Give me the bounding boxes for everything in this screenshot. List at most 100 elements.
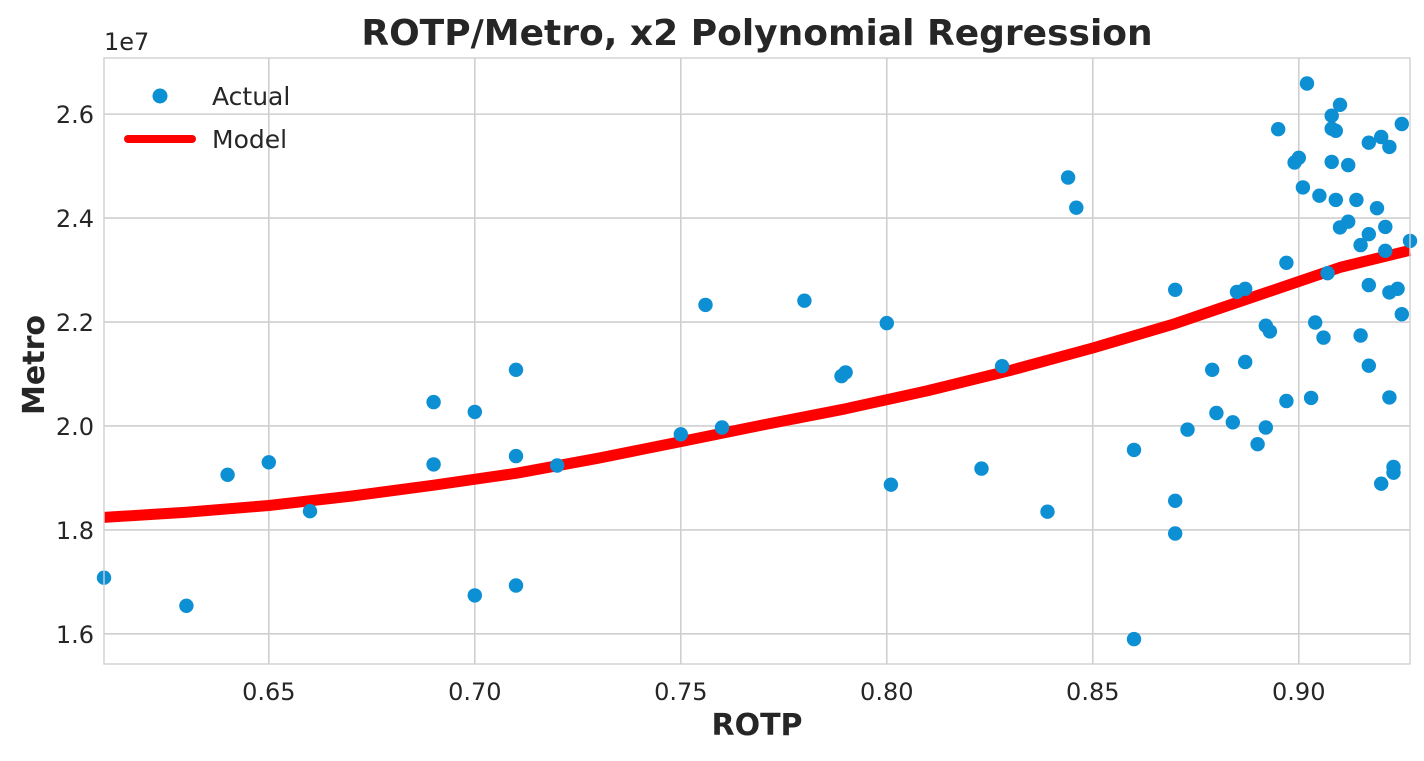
actual-point	[261, 455, 276, 470]
actual-point	[1394, 116, 1410, 132]
actual-point	[1312, 188, 1327, 203]
actual-point	[467, 404, 482, 420]
actual-point	[1279, 255, 1294, 270]
actual-point	[1386, 465, 1401, 480]
x-tick-label: 0.90	[1272, 678, 1325, 706]
actual-point	[1390, 281, 1405, 296]
chart-title: ROTP/Metro, x2 Polynomial Regression	[361, 13, 1152, 54]
actual-point	[714, 420, 730, 435]
actual-point	[1324, 108, 1339, 123]
actual-point	[467, 588, 482, 603]
legend: Actual Model	[124, 82, 290, 154]
actual-point	[508, 448, 524, 464]
actual-point	[698, 297, 713, 313]
y-axis-offset-label: 1e7	[104, 28, 149, 56]
x-tick-label: 0.85	[1066, 678, 1119, 706]
actual-point	[1374, 129, 1389, 145]
actual-point	[1168, 282, 1183, 297]
actual-point	[1250, 437, 1265, 452]
actual-point	[1328, 192, 1344, 208]
actual-point	[302, 504, 318, 519]
actual-point	[879, 315, 894, 331]
x-tick-label: 0.75	[654, 678, 707, 706]
actual-point	[1271, 122, 1286, 137]
actual-point	[1060, 170, 1076, 185]
actual-point	[1209, 405, 1224, 421]
x-tick-label: 0.80	[860, 678, 913, 706]
y-tick-label: 1.8	[56, 517, 94, 545]
actual-point	[1320, 266, 1335, 281]
legend-label-model: Model	[212, 125, 287, 154]
actual-point	[1308, 315, 1323, 330]
actual-point	[1040, 504, 1055, 519]
actual-point	[1262, 324, 1278, 339]
actual-point	[1225, 415, 1241, 430]
actual-point	[1299, 76, 1315, 91]
actual-point	[508, 578, 524, 593]
legend-marker-actual	[152, 88, 168, 104]
actual-point	[1353, 237, 1368, 253]
actual-point	[673, 427, 688, 442]
actual-point	[1168, 493, 1183, 508]
actual-point	[1291, 150, 1307, 165]
actual-point	[1378, 243, 1393, 258]
actual-point	[1382, 390, 1397, 405]
actual-point	[1374, 476, 1389, 491]
actual-point	[1180, 422, 1195, 437]
y-tick-label: 2.6	[56, 101, 94, 129]
x-tick-label: 0.70	[448, 678, 501, 706]
actual-point	[1069, 200, 1084, 215]
actual-point	[1378, 219, 1393, 235]
actual-point	[1126, 442, 1142, 458]
actual-point	[974, 461, 989, 476]
x-axis-label: ROTP	[711, 708, 802, 743]
actual-point	[1316, 330, 1331, 345]
actual-point	[797, 293, 812, 308]
y-tick-label: 1.6	[56, 621, 94, 649]
actual-point	[1168, 526, 1183, 541]
actual-series	[96, 76, 1418, 647]
actual-point	[1361, 358, 1377, 373]
actual-point	[1238, 354, 1253, 370]
actual-point	[220, 467, 235, 482]
actual-point	[1332, 97, 1348, 113]
actual-point	[1341, 157, 1356, 173]
actual-point	[1279, 393, 1294, 409]
actual-point	[1126, 631, 1142, 647]
actual-point	[1361, 135, 1377, 150]
y-axis-label: Metro	[17, 315, 52, 415]
actual-point	[508, 362, 524, 377]
plot-area-frame	[103, 57, 1411, 665]
y-tick-label: 2.4	[56, 205, 94, 233]
y-axis-tick-labels: 1.6 1.8 2.0 2.2 2.4 2.6	[56, 101, 94, 649]
actual-point	[426, 457, 441, 472]
actual-point	[1341, 214, 1356, 229]
x-tick-label: 0.65	[242, 678, 295, 706]
y-tick-label: 2.0	[56, 413, 94, 441]
actual-point	[1394, 307, 1410, 322]
actual-point	[1303, 390, 1319, 406]
actual-point	[1258, 420, 1274, 435]
actual-point	[1295, 180, 1311, 195]
legend-label-actual: Actual	[212, 82, 290, 111]
actual-point	[1361, 227, 1377, 242]
actual-point	[1353, 328, 1368, 343]
actual-point	[1205, 362, 1220, 377]
x-axis-tick-labels: 0.65 0.70 0.75 0.80 0.85 0.90	[242, 678, 1325, 706]
actual-point	[1349, 192, 1364, 208]
actual-point	[179, 598, 194, 613]
actual-point	[1238, 281, 1253, 296]
y-tick-label: 2.2	[56, 309, 94, 337]
actual-point	[550, 458, 565, 473]
model-series	[103, 244, 1412, 523]
actual-point	[1369, 201, 1385, 216]
actual-point	[994, 359, 1010, 374]
actual-point	[1382, 139, 1397, 155]
actual-point	[883, 477, 899, 492]
model-line	[103, 244, 1412, 523]
actual-point	[1361, 277, 1377, 293]
actual-point	[1328, 123, 1344, 138]
